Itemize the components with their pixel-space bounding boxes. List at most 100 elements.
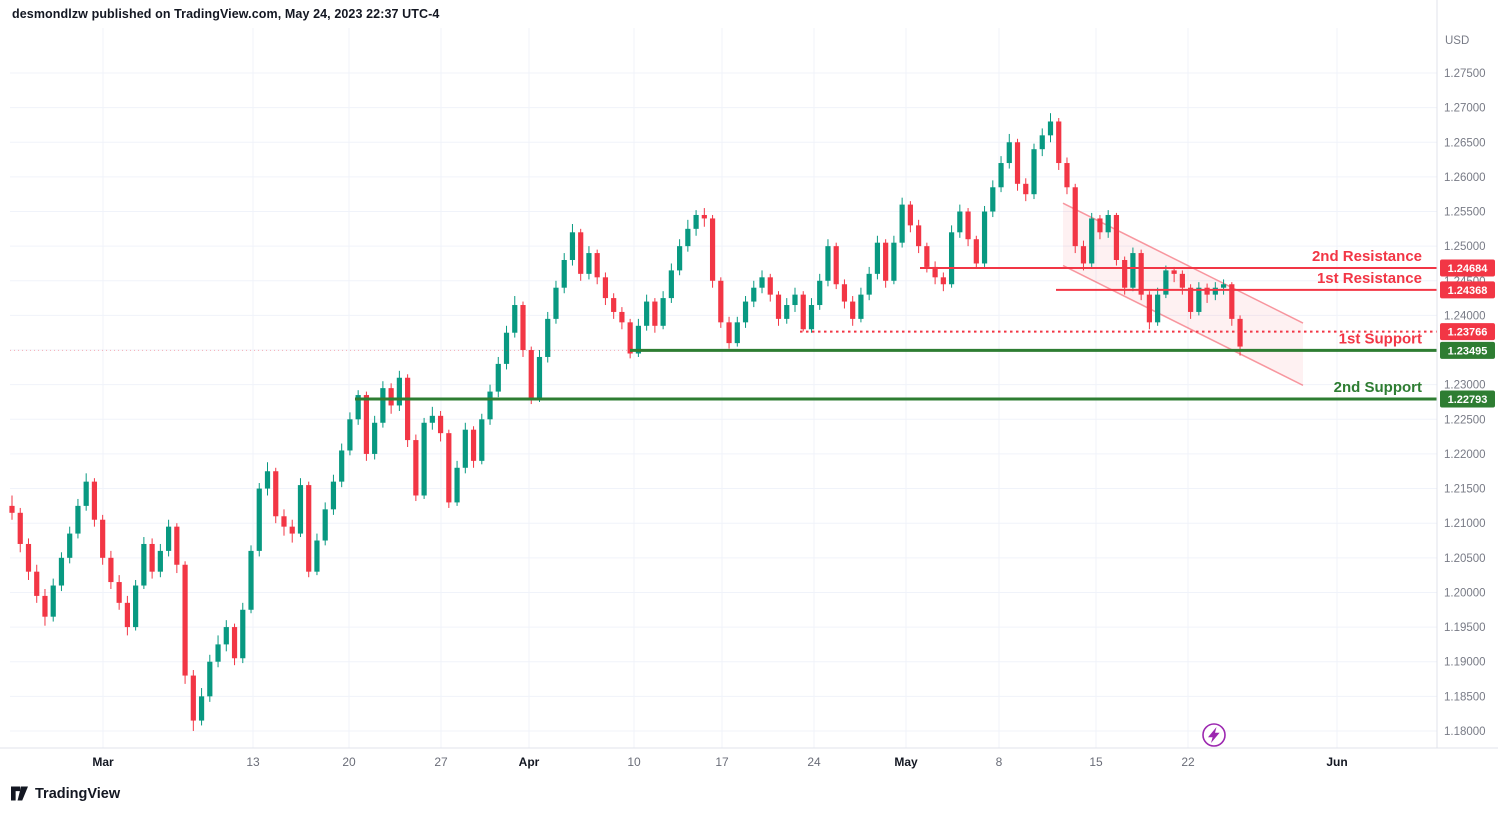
descending-channel-lower-line[interactable] [1062,264,1304,387]
candle-body-up [380,388,386,423]
first-resistance-annotation-label: 1st Resistance [1317,270,1422,287]
candle-body-down [619,311,625,323]
price-scale-currency-label: USD [1445,35,1469,47]
candle-body-down [652,301,658,326]
candle-body-down [17,512,23,544]
candle-body-down [149,543,155,572]
candle-body-up [462,429,468,468]
candle-body-down [1237,318,1243,347]
candle-body-up [553,287,559,319]
candle-body-up [1031,149,1037,195]
candle-body-down [940,277,946,285]
candle-body-up [1220,284,1227,288]
time-tick-label: 22 [1181,755,1195,769]
candle-body-up [561,260,567,288]
candle-body-up [1039,135,1045,150]
candle-body-down [1064,163,1070,188]
candle-body-up [50,585,56,617]
candle-body-up [677,246,683,271]
candle-body-up [742,301,749,323]
candle-body-up [874,242,881,274]
time-tick-label: Jun [1326,755,1347,769]
candle-body-up [165,526,172,551]
candle-body-down [718,280,724,323]
candle-body-down [470,429,477,461]
candle-body-down [124,602,130,628]
candle-body-down [578,232,584,274]
candle-body-down [231,627,238,659]
candle-body-down [965,211,971,240]
candle-body-down [1138,253,1144,295]
candle-body-down [100,519,106,558]
candle-body-up [1155,294,1161,323]
second-support-price-label-box [1440,390,1495,408]
candle-body-up [569,232,576,261]
second-resistance-annotation-label: 2nd Resistance [1312,248,1422,265]
time-tick-label: 8 [996,755,1003,769]
candle-body-up [981,211,988,264]
candle-body-down [833,246,839,285]
candle-body-up [1212,287,1218,295]
tradingview-logo-icon [11,786,28,801]
candle-body-down [850,301,856,319]
candle-body-down [800,294,806,330]
first-support-price-label: 1.23495 [1448,345,1488,357]
candle-body-down [726,322,732,344]
candle-body-up [891,242,897,281]
candle-body-down [174,526,180,565]
candle-body-down [1188,287,1194,312]
candle-body-up [207,661,213,697]
time-tick-label: 24 [807,755,821,769]
minor-support-dotted-price-label: 1.23766 [1448,327,1488,339]
candle-body-up [635,325,641,354]
candle-body-up [396,377,402,406]
candle-body-down [1097,218,1103,233]
time-tick-label: 10 [627,755,641,769]
time-tick-label: 13 [246,755,260,769]
candle-body-down [1204,287,1210,295]
minor-support-dotted-price-label-box [1440,323,1495,341]
candle-body-down [190,675,196,721]
candle-body-up [157,550,163,572]
price-tick-label: 1.27000 [1444,103,1486,115]
candle-body-up [1163,270,1169,295]
candle-body-up [240,609,246,659]
candle-body-up [990,187,996,212]
candle-body-up [1089,218,1095,264]
price-tick-label: 1.21500 [1444,484,1486,496]
candle-body-up [223,627,229,645]
candle-body-down [1146,294,1152,323]
candle-body-up [215,644,221,662]
candle-body-up [495,363,501,392]
time-tick-label: 17 [715,755,729,769]
candle-body-up [784,305,790,319]
candle-body-up [644,301,650,326]
time-tick-label: Apr [519,755,540,769]
price-tick-label: 1.19500 [1444,622,1486,634]
lightning-bolt-icon [1208,727,1220,743]
tradingview-logo[interactable]: TradingView [10,785,120,802]
candle-body-down [1113,214,1120,261]
candle-body-up [808,305,815,330]
candle-body-down [273,471,279,517]
time-tick-label: May [894,755,918,769]
descending-channel-upper-line[interactable] [1062,202,1304,324]
candle-body-up [1196,287,1202,312]
candle-body-down [775,294,782,319]
candle-body-up [347,419,353,451]
candle-body-up [1047,121,1054,136]
candle-body-down [602,277,609,299]
candle-body-up [1105,214,1111,233]
candle-body-up [67,533,73,558]
candle-body-down [437,415,444,434]
candle-body-down [1179,273,1185,288]
price-tick-label: 1.18500 [1444,691,1486,703]
candle-body-down [841,284,848,302]
second-resistance-price-label-box [1440,259,1495,277]
price-tick-label: 1.22500 [1444,414,1486,426]
candle-body-down [1080,246,1087,264]
candle-body-up [503,332,510,364]
candle-body-up [792,294,798,306]
